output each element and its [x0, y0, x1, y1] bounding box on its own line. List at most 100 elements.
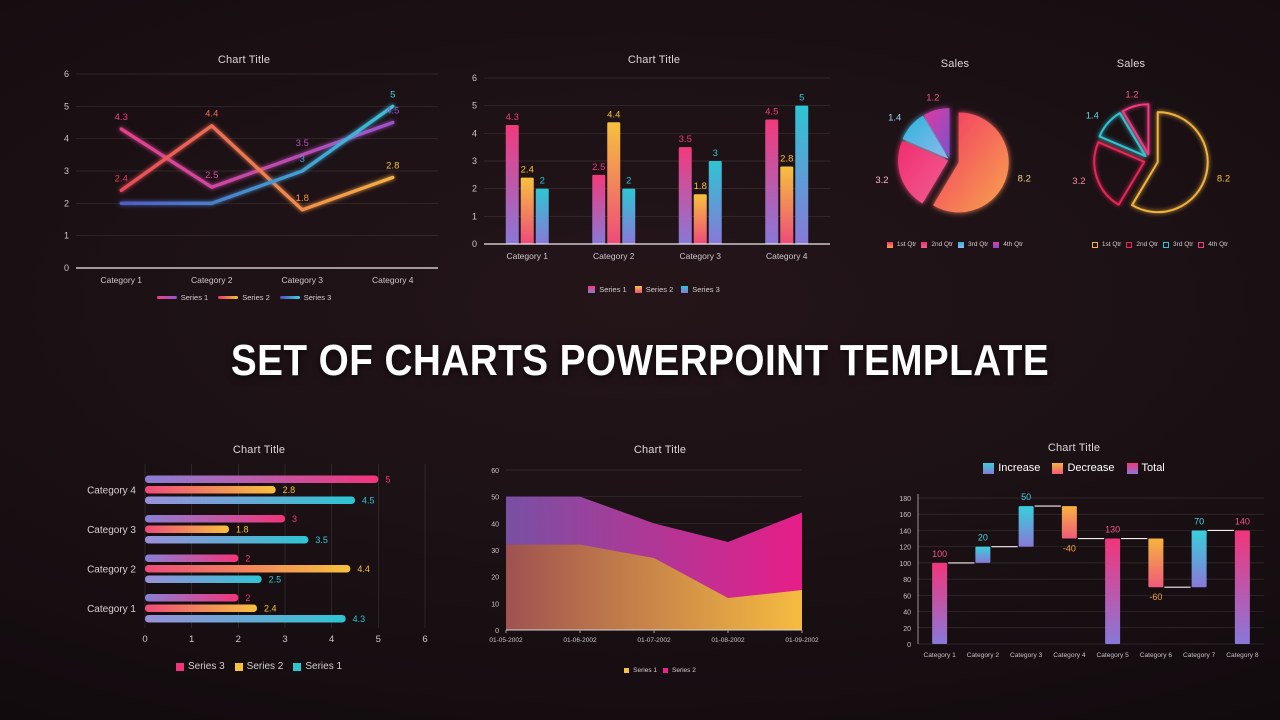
pie-chart-canvas: 8.2 3.2 1.4 1.2	[1072, 90, 1230, 214]
legend-label: 3rd Qtr	[1173, 241, 1194, 248]
category-label: Category 5	[1096, 652, 1129, 659]
bar	[975, 546, 991, 563]
axis-tick-label: 2	[236, 634, 241, 645]
data-label: 8.2	[1018, 174, 1031, 185]
data-label: 2	[245, 593, 250, 603]
legend-item: Series 2	[218, 293, 270, 302]
legend-item: 2nd Qtr	[1126, 241, 1158, 248]
data-label: 2	[540, 176, 545, 187]
axis-tick-label: 5	[472, 101, 477, 111]
legend-label: Increase	[998, 462, 1041, 474]
legend-item: 3rd Qtr	[958, 241, 988, 248]
data-label: 1.2	[926, 93, 939, 104]
bar	[693, 194, 707, 244]
axis-tick-label: 01-09-2002	[785, 637, 819, 644]
legend-label: 1st Qtr	[896, 241, 917, 248]
axis-tick-label: 1	[189, 634, 194, 645]
data-label: -60	[1149, 592, 1162, 602]
horizontal-bar-chart: Chart Title 0 1 2 3 4 5 6 Category 1 2 2.4 4.3 Cate…	[52, 436, 466, 680]
legend-label: Decrease	[1067, 462, 1115, 474]
data-label: -40	[1063, 544, 1076, 554]
data-label: 3.2	[875, 175, 888, 186]
bar	[1148, 538, 1164, 588]
bar	[932, 562, 948, 644]
axis-tick-label: 3	[472, 156, 477, 166]
pie-chart-canvas: 8.2 3.2 1.4 1.2	[875, 93, 1031, 213]
data-label: 2.8	[780, 154, 793, 165]
data-label: 4.3	[353, 614, 366, 624]
data-label: 50	[1021, 492, 1031, 502]
legend-item: 4th Qtr	[993, 241, 1023, 248]
axis-tick-label: 50	[491, 495, 499, 502]
bar	[1061, 506, 1077, 539]
axis-tick-label: 1	[472, 211, 477, 221]
axis-tick-label: 160	[899, 512, 911, 519]
legend-item: Series 3	[175, 661, 225, 672]
chart-legend: Series 1 Series 2	[472, 667, 848, 674]
legend-swatch	[921, 241, 928, 248]
category-label: Category 3	[1010, 652, 1043, 659]
axis-tick-label: 6	[472, 73, 477, 83]
chart-legend: Increase Decrease Total	[872, 462, 1276, 474]
pie-slice	[933, 112, 1009, 213]
horizontal-bar-chart-canvas: 0 1 2 3 4 5 6 Category 1 2 2.4 4.3 Category 2 2 4.4 2.…	[87, 464, 428, 645]
legend-swatch	[1126, 462, 1138, 474]
line-chart: Chart Title 0 1 2 3 4 5 6 Category 1 Category 2 C…	[38, 46, 450, 304]
data-label: 70	[1194, 516, 1204, 526]
waterfall-chart: Chart Title 0 20 40 60 80 100 120 140 160 180 100 2…	[872, 430, 1276, 682]
category-label: Category 2	[593, 251, 635, 261]
data-label: 4.5	[362, 495, 375, 505]
chart-title: Chart Title	[633, 444, 687, 456]
pie-slice	[1093, 141, 1146, 206]
bar	[145, 525, 229, 533]
data-label: 100	[932, 549, 947, 559]
category-label: Category 1	[923, 652, 956, 659]
data-label: 4.4	[205, 109, 218, 120]
legend-item: Series 1	[156, 293, 208, 302]
page-title: SET OF CHARTS POWERPOINT TEMPLATE	[230, 336, 1050, 385]
bar	[145, 615, 346, 623]
data-label: 3	[292, 514, 297, 524]
legend-swatch	[1091, 241, 1098, 248]
bar	[678, 147, 692, 244]
legend-swatch	[218, 296, 239, 299]
axis-tick-label: 6	[422, 634, 427, 645]
data-label: 2.5	[269, 574, 282, 584]
legend-label: Series 2	[672, 667, 696, 674]
pie-slice	[1121, 103, 1150, 156]
axis-tick-label: 5	[64, 101, 69, 111]
bar	[780, 166, 794, 244]
legend-item: 2nd Qtr	[921, 241, 953, 248]
bar	[1191, 530, 1207, 588]
bar	[145, 594, 239, 602]
data-label: 1.8	[694, 181, 707, 192]
axis-tick-label: 10	[491, 601, 499, 608]
legend-swatch	[279, 296, 300, 299]
data-label: 3.2	[1072, 176, 1085, 187]
data-label: 3.5	[679, 134, 692, 145]
legend-item: 1st Qtr	[886, 241, 917, 248]
category-label: Category 2	[191, 275, 233, 285]
bar	[145, 575, 262, 583]
bar	[607, 122, 621, 244]
bar	[145, 486, 276, 494]
chart-legend: 1st Qtr 2nd Qtr 3rd Qtr 4th Qtr	[1046, 241, 1274, 248]
data-label: 2.4	[264, 603, 277, 613]
legend-swatch	[1052, 462, 1064, 474]
legend-label: Total	[1141, 462, 1165, 474]
series-area	[506, 544, 802, 630]
pie-chart-filled: Sales 8.2 3.2 1.4 1.2 1st Qtr 2nd Qtr 3rd Qtr…	[853, 50, 1057, 250]
data-label: 3.5	[296, 138, 309, 149]
series-line	[119, 104, 395, 205]
data-label: 8.2	[1217, 173, 1230, 184]
axis-tick-label: 4	[64, 134, 69, 144]
data-label: 2.4	[521, 165, 534, 176]
pie-slice	[923, 108, 950, 159]
legend-label: 2nd Qtr	[1136, 241, 1159, 248]
legend-label: Series 2	[242, 293, 270, 302]
axis-tick-label: 0	[64, 263, 69, 273]
category-label: Category 7	[1183, 652, 1216, 659]
data-label: 5	[385, 474, 390, 484]
axis-tick-label: 01-07-2002	[637, 637, 671, 644]
